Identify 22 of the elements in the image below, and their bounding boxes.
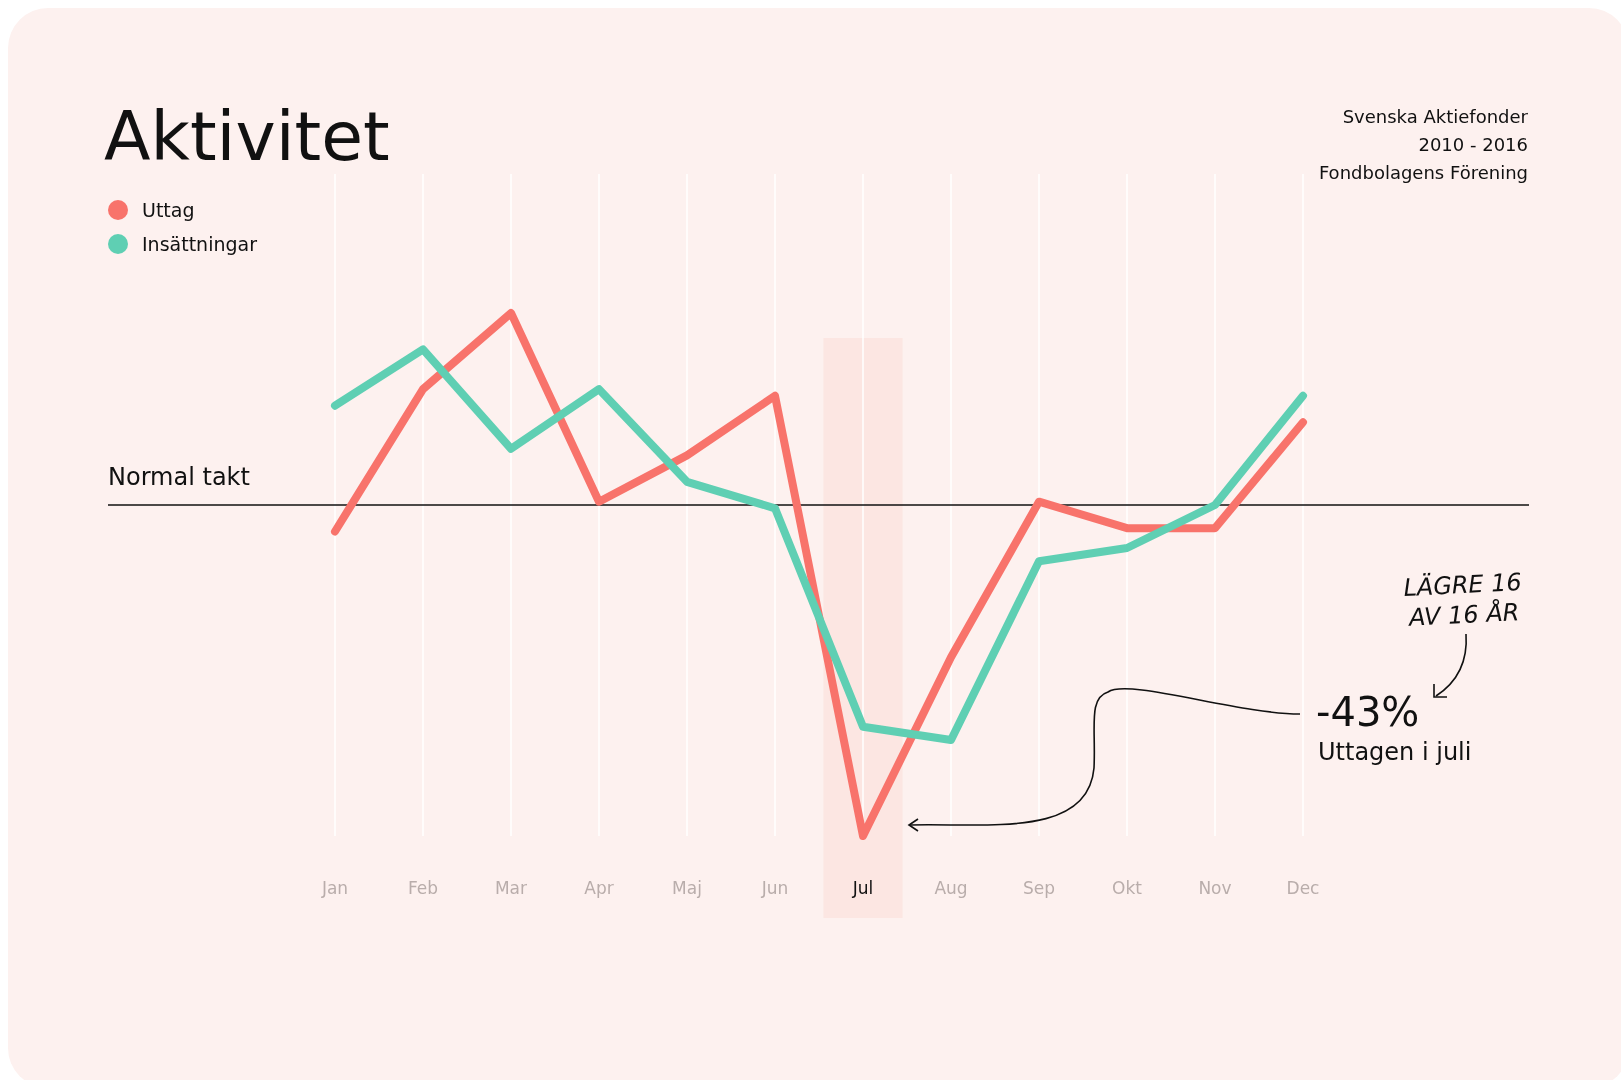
x-tick-label: Jun (760, 878, 789, 898)
text: 2010 - 2016 (1418, 134, 1528, 155)
annotation: -43% (1316, 689, 1420, 735)
x-tick-label: Apr (584, 878, 614, 898)
text: Fondbolagens Förening (1318, 162, 1528, 183)
x-tick-label: Jan (320, 878, 349, 898)
legend-label: Insättningar (142, 233, 258, 255)
x-tick-label: Nov (1198, 878, 1232, 898)
text: LÄGRE 16 AV 16 ÅR (1402, 566, 1523, 632)
chart-title: Aktivitet (104, 97, 390, 176)
x-tick-label: Jul (851, 878, 874, 898)
x-tick-label: Dec (1286, 878, 1320, 898)
legend-label: Uttag (142, 199, 195, 221)
x-tick-label: Mar (494, 878, 528, 898)
ref-line-label: Normal takt (108, 463, 250, 491)
x-tick-label: Feb (407, 878, 439, 898)
x-tick-label: Maj (672, 878, 702, 898)
x-tick-label: Sep (1022, 878, 1056, 898)
annotation: Uttagen i juli (1318, 738, 1472, 766)
text: Svenska Aktiefonder (1342, 106, 1529, 127)
x-tick-label: Aug (934, 878, 968, 898)
x-tick-label: Okt (1112, 878, 1143, 898)
